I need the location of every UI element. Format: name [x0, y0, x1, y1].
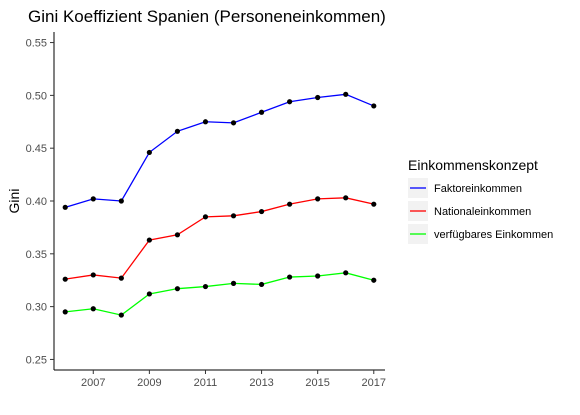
legend-title: Einkommenskonzept: [408, 157, 538, 173]
data-point: [146, 237, 152, 243]
x-tick-label: 2013: [249, 377, 273, 389]
data-point: [202, 283, 209, 290]
y-tick-label: 0.40: [26, 196, 47, 208]
y-axis-title: Gini: [6, 189, 22, 214]
data-point: [315, 196, 321, 202]
legend-label: Faktoreinkommen: [434, 183, 522, 195]
data-point: [62, 276, 68, 282]
data-point: [230, 213, 237, 219]
data-point: [118, 198, 124, 204]
legend-label: Nationaleinkommen: [434, 206, 531, 218]
y-tick-label: 0.35: [26, 249, 47, 261]
data-point: [258, 208, 265, 215]
data-point: [62, 204, 68, 210]
data-point: [174, 286, 181, 292]
data-point: [174, 232, 181, 238]
data-point: [371, 277, 377, 283]
data-point: [258, 109, 265, 115]
data-point: [371, 201, 377, 207]
data-point: [90, 272, 96, 278]
x-tick-label: 2009: [137, 377, 161, 389]
series-line-2: [65, 197, 374, 280]
data-point: [371, 103, 377, 109]
x-tick-label: 2015: [305, 377, 329, 389]
data-point: [343, 195, 349, 201]
y-tick-label: 0.55: [26, 38, 47, 50]
data-point: [174, 128, 181, 134]
legend: Faktoreinkommen Nationaleinkommen verfügba…: [408, 178, 553, 244]
data-point: [62, 309, 68, 315]
y-tick-label: 0.25: [26, 354, 47, 366]
data-point: [287, 201, 293, 207]
data-point: [287, 274, 293, 280]
legend-label: verfügbares Einkommen: [434, 229, 553, 241]
series-line-1: [65, 93, 375, 208]
data-point: [230, 280, 237, 286]
data-point: [202, 214, 209, 220]
data-point: [90, 306, 96, 312]
series-line-3: [65, 272, 374, 316]
x-tick-label: 2011: [194, 377, 218, 389]
y-tick-label: 0.50: [26, 90, 47, 102]
data-point: [315, 94, 321, 101]
data-point: [258, 281, 265, 288]
data-point: [315, 273, 321, 279]
data-point: [287, 99, 293, 105]
data-point: [146, 149, 152, 156]
data-point: [202, 119, 209, 125]
data-point: [118, 275, 124, 281]
chart-title: Gini Koeffizient Spanien (Personeneinkom…: [28, 7, 386, 26]
plot-area: 0.25 0.30 0.35 0.40 0.45 0.50 0.55 2007 2009 2011…: [26, 32, 386, 389]
y-tick-label: 0.30: [26, 302, 47, 314]
x-tick-label: 2007: [81, 377, 105, 389]
data-point: [90, 196, 96, 202]
data-point: [343, 270, 349, 276]
y-tick-label: 0.45: [26, 143, 47, 155]
data-point: [146, 291, 152, 297]
data-point: [118, 312, 124, 318]
x-tick-label: 2017: [362, 377, 386, 389]
data-point: [230, 120, 237, 126]
data-point: [343, 91, 349, 97]
